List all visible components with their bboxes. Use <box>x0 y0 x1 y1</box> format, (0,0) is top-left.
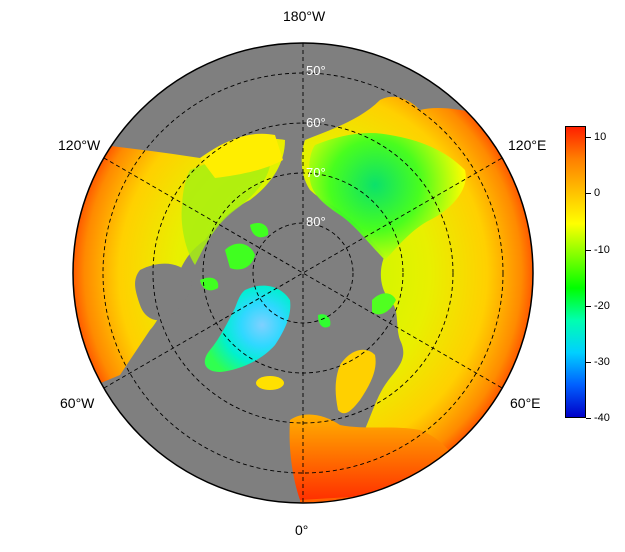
colorbar-tick-label: -10 <box>594 243 610 256</box>
scandinavia <box>335 349 376 414</box>
lat-label-60: 60° <box>306 115 326 130</box>
canadian-arctic-region <box>181 150 271 265</box>
hudson-bay <box>135 263 192 321</box>
svalbard <box>318 314 331 328</box>
lon-label-60e: 60°E <box>510 395 541 411</box>
colorbar-tick <box>586 418 591 419</box>
colorbar-tick-label: 10 <box>594 131 607 144</box>
colorbar <box>565 126 586 418</box>
novaya-zemlya <box>372 293 396 315</box>
greenland <box>204 285 291 372</box>
colorbar-tick <box>586 193 591 195</box>
lat-label-50: 50° <box>306 63 326 78</box>
arctic-islands <box>200 223 269 291</box>
lon-label-0: 0° <box>295 522 309 538</box>
iceland <box>256 376 284 390</box>
colorbar-tick-label: -40 <box>594 412 610 424</box>
lon-label-120w: 120°W <box>58 137 101 153</box>
colorbar-tick-label: 0 <box>594 187 601 200</box>
colorbar-tick-label: -20 <box>594 299 610 312</box>
alaska-region <box>200 133 283 178</box>
siberia-cold-region <box>309 133 466 260</box>
colorbar-tick-label: -30 <box>594 355 610 368</box>
map-border <box>72 42 534 504</box>
lon-label-120e: 120°E <box>508 137 547 153</box>
lon-label-60w: 60°W <box>60 395 95 411</box>
lat-label-80: 80° <box>306 214 326 229</box>
colorbar-tick <box>586 249 591 251</box>
colorbar-tick <box>586 361 591 363</box>
lon-label-180w: 180°W <box>283 8 326 24</box>
colorbar-tick <box>586 305 591 307</box>
lat-label-70: 70° <box>306 165 326 180</box>
colorbar-tick <box>586 137 591 139</box>
